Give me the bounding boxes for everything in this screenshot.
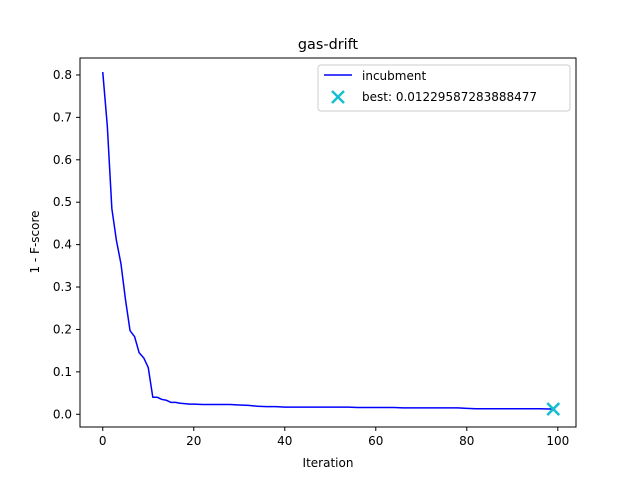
legend-label-best: best: 0.01229587283888477 <box>362 90 537 104</box>
y-axis: 0.0 0.1 0.2 0.3 0.4 0.5 0.6 0.7 0.8 <box>53 68 80 421</box>
x-tick-label: 20 <box>186 434 201 448</box>
x-tick-label: 60 <box>368 434 383 448</box>
x-tick-label: 80 <box>459 434 474 448</box>
x-axis: 0 20 40 60 80 100 <box>99 427 569 448</box>
series-layer <box>102 71 554 410</box>
series-line-0 <box>102 71 554 410</box>
x-tick-label: 40 <box>277 434 292 448</box>
legend-box <box>317 64 571 112</box>
y-tick-label: 0.5 <box>53 195 72 209</box>
y-tick-label: 0.6 <box>53 153 72 167</box>
y-tick-label: 0.0 <box>53 407 72 421</box>
legend-label-incumbent: incubment <box>362 69 426 83</box>
best-point-marker <box>546 402 561 416</box>
legend-x-marker-icon <box>331 90 345 104</box>
y-tick-label: 0.3 <box>53 280 72 294</box>
plot-area <box>79 57 577 428</box>
marker-layer <box>546 402 561 416</box>
y-tick-label: 0.2 <box>53 322 72 336</box>
y-tick-label: 0.8 <box>53 68 72 82</box>
x-tick-label: 0 <box>99 434 107 448</box>
y-tick-label: 0.1 <box>53 365 72 379</box>
x-axis-label: Iteration <box>303 456 354 470</box>
x-tick-label: 100 <box>546 434 569 448</box>
y-tick-label: 0.4 <box>53 238 72 252</box>
legend: incubment best: 0.01229587283888477 <box>317 64 571 112</box>
chart-title: gas-drift <box>298 37 359 53</box>
y-axis-label: 1 - F-score <box>28 210 42 273</box>
y-tick-label: 0.7 <box>53 110 72 124</box>
plot-frame <box>79 57 577 428</box>
